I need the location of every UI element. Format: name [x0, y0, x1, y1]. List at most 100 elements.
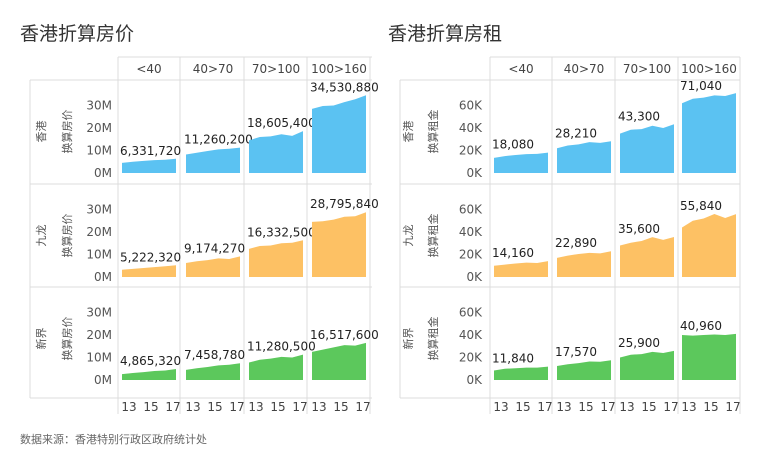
x-tick-label: 15	[143, 400, 158, 414]
data-label: 5,222,320	[120, 250, 181, 264]
x-tick-label: 13	[311, 400, 326, 414]
data-label: 6,331,720	[120, 144, 181, 158]
x-tick-label: 13	[556, 400, 571, 414]
x-tick-label: 13	[681, 400, 696, 414]
y-tick-label: 0M	[94, 166, 112, 180]
x-tick-label: 15	[270, 400, 285, 414]
x-tick-label: 17	[725, 400, 740, 414]
x-tick-label: 13	[248, 400, 263, 414]
area-series	[122, 158, 176, 173]
y-tick-label: 0K	[466, 270, 483, 284]
x-tick-label: 13	[493, 400, 508, 414]
y-tick-label: 0M	[94, 373, 112, 387]
x-tick-label: 15	[578, 400, 593, 414]
column-header: <40	[136, 62, 161, 76]
chart-title: 香港折算房价	[20, 23, 134, 45]
area-series	[682, 214, 736, 277]
area-series	[186, 256, 240, 277]
y-tick-label: 40K	[459, 225, 483, 239]
column-header: 40>70	[564, 62, 605, 76]
data-label: 4,865,320	[120, 354, 181, 368]
area-series	[186, 147, 240, 173]
x-tick-label: 13	[185, 400, 200, 414]
area-series	[620, 350, 674, 380]
area-series	[122, 265, 176, 277]
data-label: 7,458,780	[184, 348, 245, 362]
column-header: 100>160	[311, 62, 367, 76]
y-tick-label: 20M	[86, 121, 112, 135]
chart-panel: 香港折算房租 <40 40>70 70>100 100>160 香港 换算租金 0K 20K 40…	[388, 23, 741, 414]
x-tick-label: 17	[229, 400, 244, 414]
x-tick-label: 17	[292, 400, 307, 414]
x-tick-label: 15	[333, 400, 348, 414]
y-axis-label: 换算房价	[60, 110, 74, 154]
area-series	[620, 236, 674, 277]
y-tick-label: 10M	[86, 351, 112, 365]
data-label: 55,840	[680, 199, 722, 213]
data-label: 43,300	[618, 109, 660, 123]
chart-title: 香港折算房租	[388, 23, 502, 45]
area-series	[122, 369, 176, 380]
row-region-label: 香港	[402, 121, 415, 143]
x-tick-label: 17	[165, 400, 180, 414]
y-tick-label: 30M	[86, 306, 112, 320]
y-tick-label: 30M	[86, 99, 112, 113]
area-series	[186, 363, 240, 380]
y-tick-label: 20K	[459, 248, 483, 262]
y-tick-label: 60K	[459, 203, 483, 217]
y-tick-label: 20K	[459, 351, 483, 365]
y-tick-label: 20M	[86, 328, 112, 342]
y-tick-label: 0K	[466, 166, 483, 180]
y-tick-label: 30M	[86, 203, 112, 217]
x-tick-label: 17	[537, 400, 552, 414]
x-tick-label: 13	[619, 400, 634, 414]
source-note: 数据来源：香港特别行政区政府统计处	[20, 433, 207, 446]
y-tick-label: 0M	[94, 270, 112, 284]
row-region-label: 九龙	[35, 225, 48, 247]
y-tick-label: 60K	[459, 99, 483, 113]
area-series	[557, 141, 611, 173]
y-axis-label: 换算租金	[426, 214, 440, 258]
x-tick-label: 15	[515, 400, 530, 414]
chart-panel: 香港折算房价 <40 40>70 70>100 100>160 香港 换算房价 0M 10M 20…	[20, 23, 379, 414]
data-label: 18,605,400	[247, 116, 316, 130]
column-header: 70>100	[623, 62, 671, 76]
column-header: 40>70	[193, 62, 234, 76]
area-series	[620, 124, 674, 173]
data-label: 40,960	[680, 319, 722, 333]
y-tick-label: 20K	[459, 144, 483, 158]
x-tick-label: 17	[663, 400, 678, 414]
data-label: 28,795,840	[310, 197, 379, 211]
data-label: 35,600	[618, 222, 660, 236]
data-label: 28,210	[555, 126, 597, 140]
area-series	[557, 360, 611, 380]
y-tick-label: 40K	[459, 121, 483, 135]
column-header: <40	[508, 62, 533, 76]
y-axis-label: 换算租金	[426, 110, 440, 154]
y-tick-label: 10M	[86, 248, 112, 262]
column-header: 100>160	[681, 62, 737, 76]
data-label: 25,900	[618, 336, 660, 350]
data-label: 18,080	[492, 138, 534, 152]
x-tick-label: 13	[121, 400, 136, 414]
area-series	[494, 261, 548, 277]
row-region-label: 香港	[35, 121, 48, 143]
column-header: 70>100	[252, 62, 300, 76]
y-tick-label: 40K	[459, 328, 483, 342]
data-label: 9,174,270	[184, 241, 245, 255]
data-label: 22,890	[555, 236, 597, 250]
data-label: 11,280,500	[247, 340, 316, 354]
y-tick-label: 20M	[86, 225, 112, 239]
y-tick-label: 10M	[86, 144, 112, 158]
area-series	[494, 366, 548, 380]
area-series	[557, 251, 611, 277]
data-label: 16,517,600	[310, 328, 379, 342]
y-axis-label: 换算房价	[60, 214, 74, 258]
row-region-label: 九龙	[402, 225, 415, 247]
data-label: 14,160	[492, 246, 534, 260]
area-series	[312, 342, 366, 380]
x-tick-label: 17	[600, 400, 615, 414]
data-label: 11,840	[492, 352, 534, 366]
